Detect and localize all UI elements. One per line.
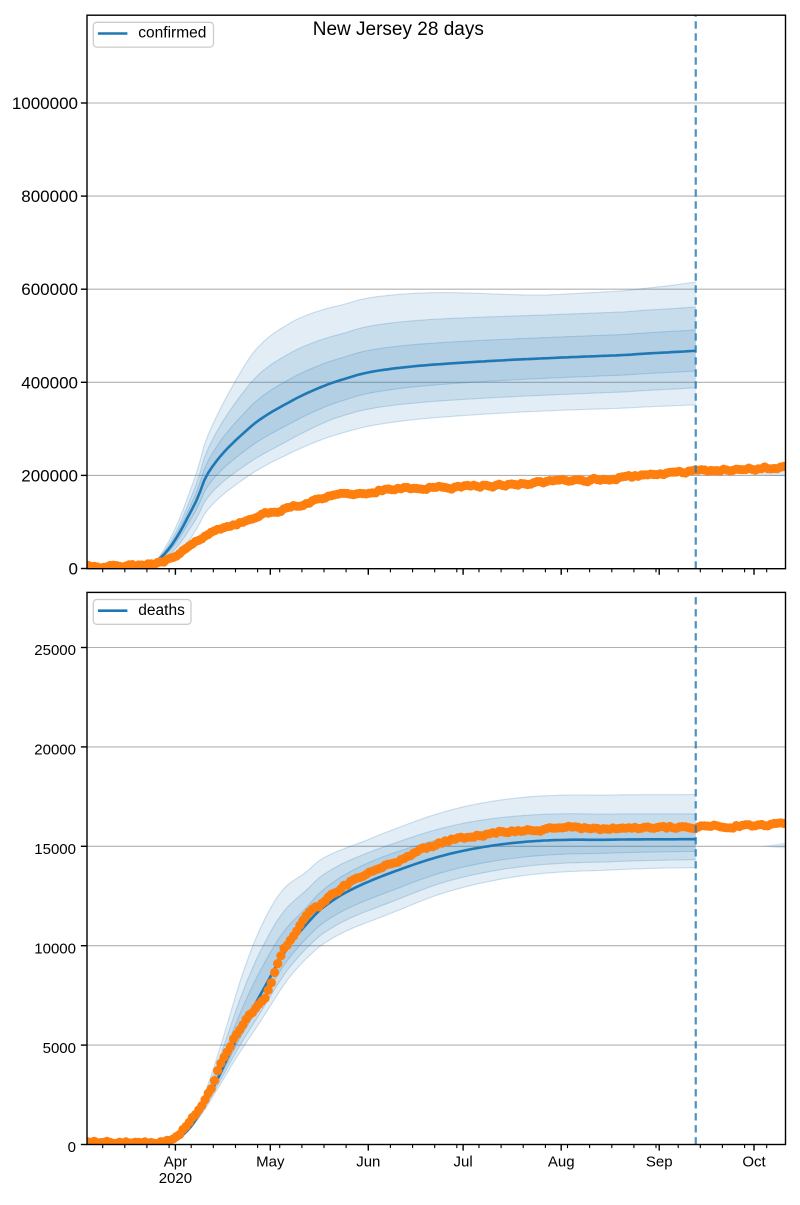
- svg-text:600000: 600000: [21, 280, 78, 299]
- svg-text:25000: 25000: [34, 642, 76, 659]
- svg-text:5000: 5000: [43, 1040, 76, 1057]
- svg-text:Jul: Jul: [454, 1154, 473, 1171]
- svg-text:1000000: 1000000: [12, 94, 78, 113]
- svg-text:10000: 10000: [34, 940, 76, 957]
- svg-text:400000: 400000: [21, 373, 78, 392]
- svg-text:deaths: deaths: [138, 602, 185, 619]
- svg-text:15000: 15000: [34, 841, 76, 858]
- svg-text:0: 0: [68, 1139, 76, 1156]
- svg-text:May: May: [256, 1154, 285, 1171]
- svg-text:Sep: Sep: [646, 1154, 673, 1171]
- svg-text:20000: 20000: [34, 742, 76, 759]
- svg-text:2020: 2020: [159, 1170, 192, 1187]
- svg-text:New Jersey 28 days: New Jersey 28 days: [313, 19, 484, 40]
- svg-text:Aug: Aug: [548, 1154, 575, 1171]
- svg-text:200000: 200000: [21, 466, 78, 485]
- svg-text:Jun: Jun: [356, 1154, 380, 1171]
- svg-text:Oct: Oct: [742, 1154, 766, 1171]
- svg-text:Apr: Apr: [164, 1154, 187, 1171]
- svg-text:0: 0: [69, 560, 78, 579]
- svg-text:800000: 800000: [21, 187, 78, 206]
- svg-text:confirmed: confirmed: [138, 25, 206, 42]
